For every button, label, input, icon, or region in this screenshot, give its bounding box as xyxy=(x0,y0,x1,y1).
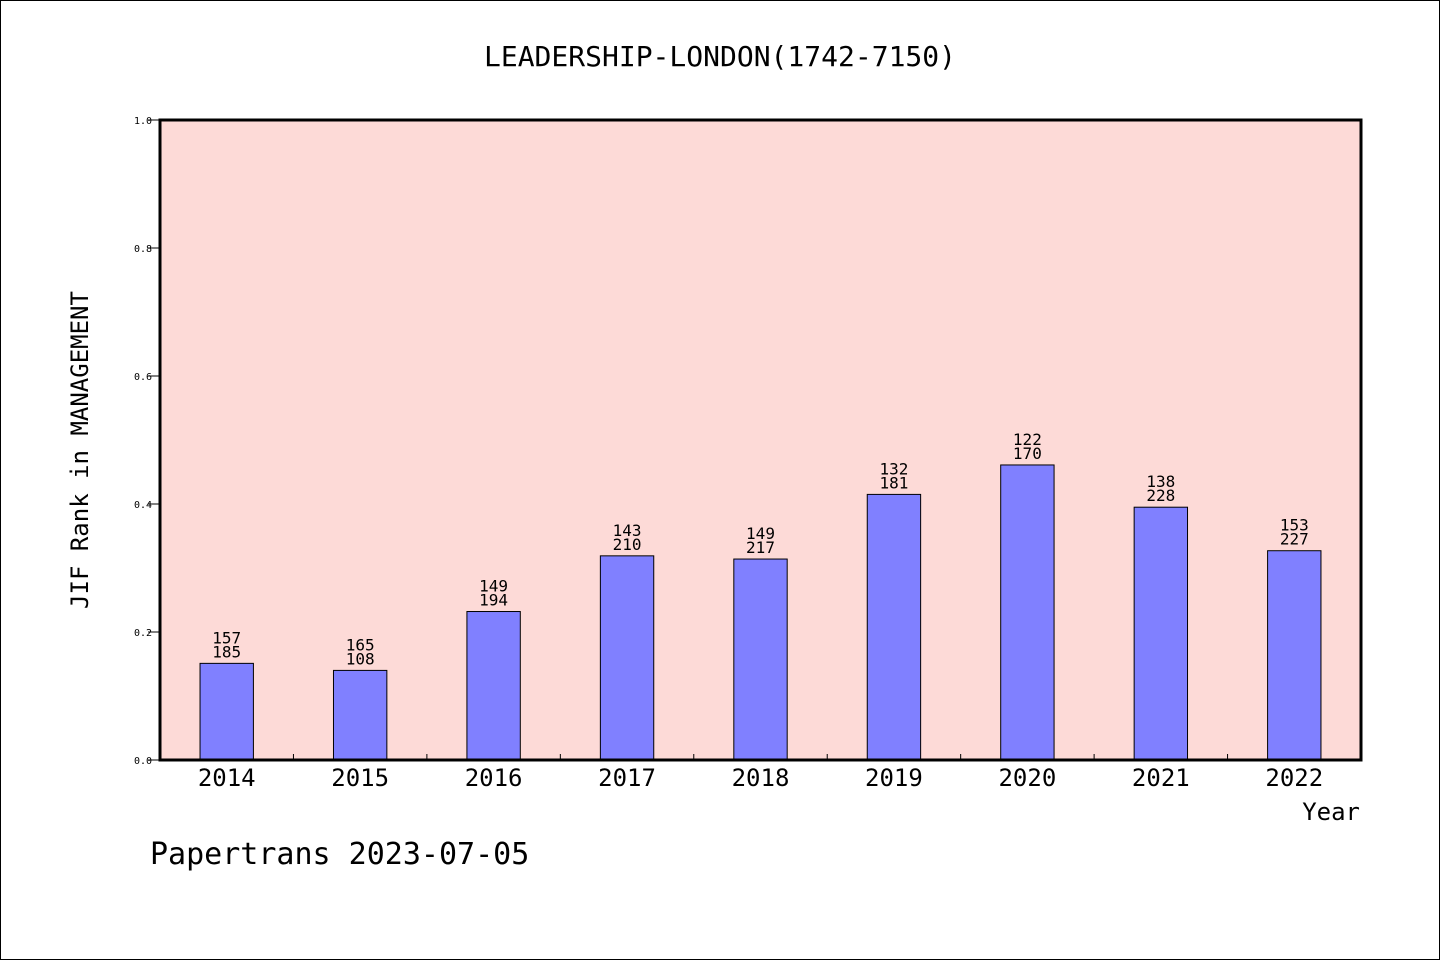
y-tick-label: 1.0 xyxy=(134,116,152,127)
x-tick-label-2021: 2021 xyxy=(1132,764,1190,792)
x-axis: 2014 2015 2016 2017 2018 2019 2020 2021 2022 xyxy=(198,754,1323,792)
y-tick-label: 0.0 xyxy=(134,756,152,767)
bar-label-rank-2018: 149 xyxy=(746,524,775,543)
x-tick-label-2022: 2022 xyxy=(1265,764,1323,792)
bar-label-total-2022: 227 xyxy=(1280,530,1309,549)
x-tick-label-2017: 2017 xyxy=(598,764,656,792)
x-tick-label-2015: 2015 xyxy=(331,764,389,792)
bar-label-total-2016: 194 xyxy=(479,591,508,610)
bar-2022 xyxy=(1267,550,1322,761)
y-axis-label: JIF Rank in MANAGEMENT xyxy=(66,291,94,609)
x-axis-label: Year xyxy=(1302,798,1360,826)
y-tick-label: 0.6 xyxy=(134,372,152,383)
bar-label-rank-2022: 153 xyxy=(1280,516,1309,535)
bar-label-rank-2020: 122 xyxy=(1013,430,1042,449)
y-axis: 0.0 0.2 0.4 0.6 0.8 1.0 xyxy=(134,116,160,767)
bar-label-rank-2014: 157 xyxy=(212,628,241,647)
bar-label-rank-2021: 138 xyxy=(1146,472,1175,491)
bar-label-total-2017: 210 xyxy=(613,535,642,554)
bar-label-total-2015: 108 xyxy=(346,649,375,668)
chart-title: LEADERSHIP-LONDON(1742-7150) xyxy=(484,40,956,73)
bar-label-total-2020: 170 xyxy=(1013,444,1042,463)
y-tick-label: 0.2 xyxy=(134,628,152,639)
bar-label-total-2014: 185 xyxy=(212,642,241,661)
bar-2016 xyxy=(466,611,521,761)
bar-2020 xyxy=(1000,464,1055,761)
x-tick-label-2014: 2014 xyxy=(198,764,256,792)
bars-group xyxy=(199,464,1322,761)
x-tick-label-2018: 2018 xyxy=(732,764,790,792)
plot-border xyxy=(158,118,1363,762)
bar-2014 xyxy=(199,662,254,761)
bar-2019 xyxy=(866,493,922,761)
bar-label-rank-2019: 132 xyxy=(879,459,908,478)
bar-label-total-2021: 228 xyxy=(1146,486,1175,505)
x-tick-label-2020: 2020 xyxy=(998,764,1056,792)
bar-2018 xyxy=(733,558,788,761)
y-tick-label: 0.4 xyxy=(134,500,152,511)
bar-label-rank-2016: 149 xyxy=(479,577,508,596)
bar-label-rank-2015: 165 xyxy=(346,635,375,654)
bar-2015 xyxy=(332,669,388,761)
x-tick-label-2016: 2016 xyxy=(465,764,523,792)
y-tick-label: 0.8 xyxy=(134,244,152,255)
bar-label-total-2019: 181 xyxy=(879,473,908,492)
bar-label-total-2018: 217 xyxy=(746,538,775,557)
bar-2021 xyxy=(1133,506,1189,761)
bar-label-rank-2017: 143 xyxy=(613,521,642,540)
footer-credit: Papertrans 2023-07-05 xyxy=(150,837,529,872)
x-tick-label-2019: 2019 xyxy=(865,764,923,792)
bar-2017 xyxy=(599,555,655,761)
